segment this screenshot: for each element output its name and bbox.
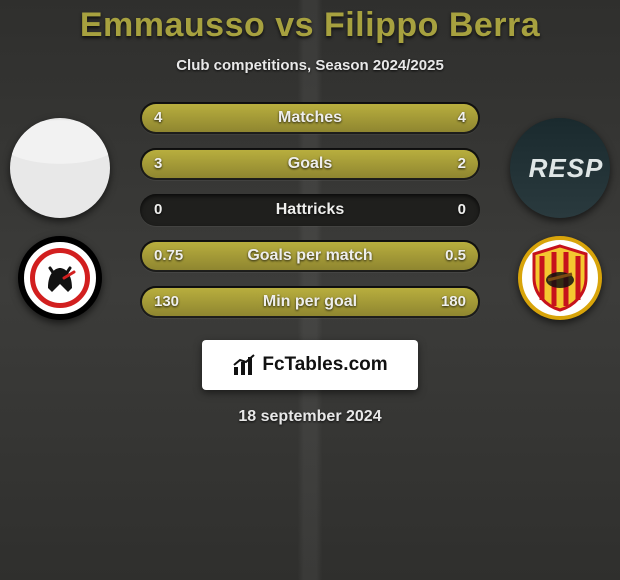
infographic-container: Emmausso vs Filippo Berra Club competiti… — [0, 0, 620, 580]
right-player-photo: RESP — [510, 118, 610, 218]
silhouette-icon — [10, 118, 110, 218]
stat-row: 0.75Goals per match0.5 — [140, 240, 480, 272]
stat-label: Min per goal — [140, 286, 480, 318]
left-club-crest — [18, 236, 102, 320]
page-title: Emmausso vs Filippo Berra — [0, 6, 620, 45]
stat-row: 4Matches4 — [140, 102, 480, 134]
value-right: 2 — [458, 148, 466, 180]
stat-row: 0Hattricks0 — [140, 194, 480, 226]
witch-shield-icon — [530, 244, 590, 312]
stat-row: 3Goals2 — [140, 148, 480, 180]
devil-icon — [40, 258, 80, 298]
right-player-column: RESP — [510, 118, 610, 320]
stat-label: Hattricks — [140, 194, 480, 226]
date-label: 18 september 2024 — [0, 408, 620, 426]
stat-label: Goals per match — [140, 240, 480, 272]
value-right: 180 — [441, 286, 466, 318]
right-club-crest — [518, 236, 602, 320]
respect-banner-icon: RESP — [510, 118, 610, 218]
value-right: 0 — [458, 194, 466, 226]
bar-chart-icon — [232, 353, 256, 377]
brand-text: FcTables.com — [262, 354, 387, 376]
stat-label: Matches — [140, 102, 480, 134]
brand-badge[interactable]: FcTables.com — [202, 340, 418, 390]
left-player-column — [10, 118, 110, 320]
stat-label: Goals — [140, 148, 480, 180]
value-right: 0.5 — [445, 240, 466, 272]
value-right: 4 — [458, 102, 466, 134]
respect-text: RESP — [529, 153, 604, 184]
subtitle: Club competitions, Season 2024/2025 — [0, 57, 620, 74]
stat-row: 130Min per goal180 — [140, 286, 480, 318]
left-player-photo — [10, 118, 110, 218]
